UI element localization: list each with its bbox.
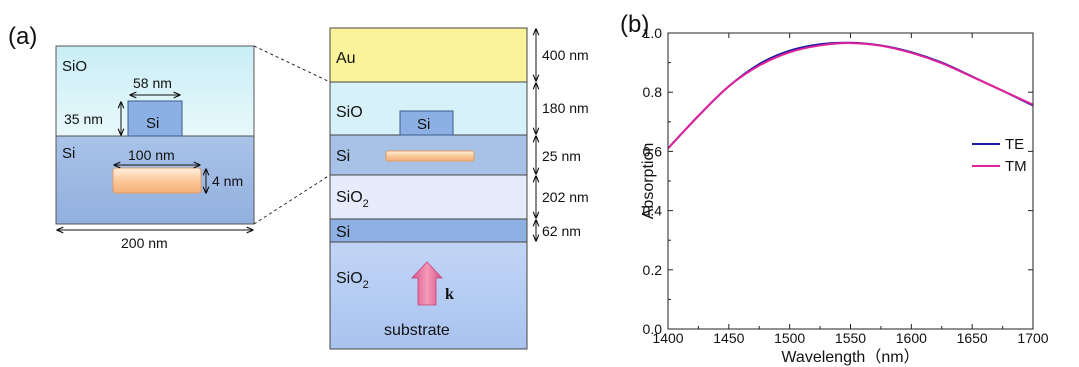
y-tick-label: 0.8 [643,84,663,100]
x-tick-label: 1400 [652,330,683,346]
layer-au-label: Au [336,50,356,67]
panel-a-label: (a) [8,23,37,50]
stack-si-ridge [399,110,454,136]
inset-rod [112,167,202,194]
x-tick-label: 1450 [713,330,744,346]
x-axis-label: Wavelength（nm） [781,348,919,366]
inset-ridge-material: Si [146,115,159,132]
zoom-connector-bottom [253,174,331,225]
y-tick-label: 0.0 [643,321,663,337]
x-tick-label: 1700 [1017,330,1048,346]
layer-si-label: Si [336,148,350,165]
plot-frame [667,32,1034,330]
y-tick-label: 0.4 [643,203,663,219]
thickness-sio2: 202 nm [542,189,589,205]
inset-top-width-label: 58 nm [133,75,172,91]
y-tick-label: 1.0 [643,25,663,41]
layer-substrate-label: SiO2 [336,270,369,291]
x-tick-label: 1550 [835,330,866,346]
series-line-tm [667,42,1034,150]
thickness-si-thin: 62 nm [542,223,581,239]
chart-series-group [667,41,1034,150]
stack-frame [329,27,528,350]
layer-au [330,28,527,82]
layer-sio-label: SiO [336,104,363,121]
k-label: k [445,286,454,303]
y-tick-label: 0.6 [643,143,663,159]
inset-total-width-label: 200 nm [121,235,168,251]
chart-legend: TE TM [972,136,1027,175]
substrate-label: substrate [384,322,450,339]
layer-si-thin-label: Si [336,224,350,241]
layer-sio2-label: SiO2 [336,189,369,210]
inset-rod-width-label: 100 nm [128,147,175,163]
legend-label-te: TE [1005,136,1024,153]
thickness-annotations: 400 nm 180 nm 25 nm 202 nm 62 nm [536,29,589,241]
inset-bottom-material: Si [62,145,75,162]
k-arrow-icon [411,261,443,306]
layer-si-thin [330,219,527,242]
thickness-au: 400 nm [542,47,589,63]
inset-rod-height-label: 4 nm [212,173,243,189]
zoom-connector-top [253,45,331,83]
chart-axes: 1400 1450 1500 1550 1600 1650 1700 0.0 0.2 0.4 0.6… [643,25,1049,346]
inset-top-material: SiO [62,58,87,75]
legend-label-tm: TM [1005,158,1027,175]
absorption-chart: 1400 1450 1500 1550 1600 1650 1700 0.0 0.2 0.4 0.6… [640,25,1049,366]
stack-ridge-label: Si [417,116,430,133]
y-tick-label: 0.2 [643,262,663,278]
layer-sio2 [330,175,527,219]
inset-ridge-height-label: 35 nm [64,111,103,127]
series-line-te [667,41,1034,150]
thickness-sio: 180 nm [542,100,589,116]
inset-si-ridge [127,100,183,137]
stack-rod [385,150,475,162]
y-axis-label: Absorption [640,143,657,220]
layer-stack: Si Au SiO Si SiO2 Si SiO2 k substrate [329,27,528,350]
inset-frame [55,45,255,225]
thickness-si: 25 nm [542,148,581,164]
x-tick-label: 1650 [957,330,988,346]
inset-diagram: SiO 58 nm 35 nm Si Si 100 nm 4 nm 200 nm [55,45,255,251]
panel-b-label: (b) [620,11,649,38]
x-tick-label: 1500 [774,330,805,346]
x-tick-label: 1600 [896,330,927,346]
